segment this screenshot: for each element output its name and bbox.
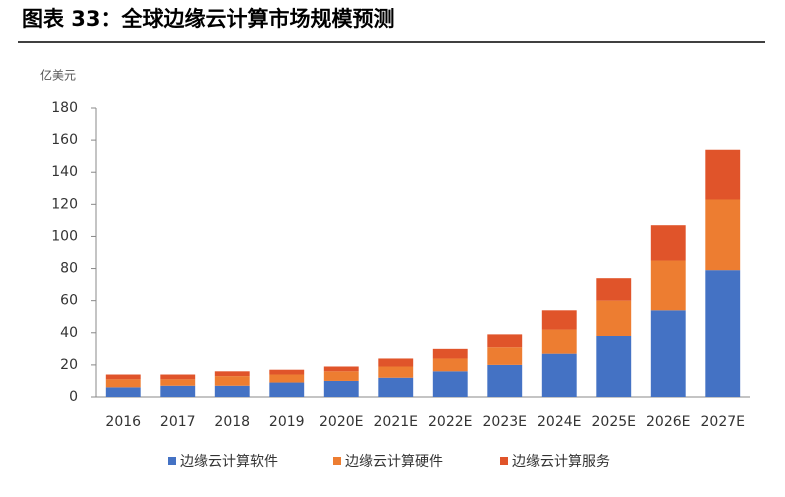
bar-segment — [650, 225, 686, 261]
x-tick-label: 2021E — [374, 414, 418, 430]
bar-segment — [214, 371, 250, 377]
bar-segment — [323, 366, 359, 372]
bar-segment — [541, 310, 577, 330]
y-tick-label: 140 — [51, 164, 78, 180]
bar-segment — [323, 371, 359, 381]
bar-segment — [705, 199, 741, 271]
y-tick-label: 40 — [60, 325, 78, 341]
legend-label: 边缘云计算硬件 — [345, 454, 443, 470]
bar-segment — [432, 358, 468, 372]
bar-segment — [214, 385, 250, 397]
x-tick-label: 2026E — [646, 414, 690, 430]
bar-segment — [378, 366, 414, 378]
bar-segment — [487, 364, 523, 397]
bar-segment — [160, 374, 196, 380]
x-tick-label: 2024E — [537, 414, 581, 430]
x-tick-label: 2023E — [483, 414, 527, 430]
legend-swatch — [168, 457, 176, 465]
bar-segment — [705, 270, 741, 397]
y-tick-label: 20 — [60, 357, 78, 373]
bar-segment — [105, 374, 141, 380]
bar-segment — [596, 300, 632, 336]
bar-segment — [432, 348, 468, 359]
y-tick-label: 0 — [69, 389, 78, 405]
y-tick-label: 120 — [51, 196, 78, 212]
bar-segment — [378, 377, 414, 397]
bar-segment — [487, 334, 523, 348]
bar-segment — [269, 374, 305, 383]
x-tick-label: 2018 — [214, 414, 250, 430]
x-tick-label: 2016 — [105, 414, 141, 430]
legend-swatch — [333, 457, 341, 465]
bar-segment — [541, 353, 577, 397]
legend-label: 边缘云计算软件 — [180, 454, 278, 470]
y-tick-label: 160 — [51, 132, 78, 148]
x-tick-label: 2027E — [701, 414, 745, 430]
legend-label: 边缘云计算服务 — [512, 454, 610, 470]
bar-segment — [160, 385, 196, 397]
bar-segment — [269, 382, 305, 397]
x-tick-label: 2019 — [269, 414, 305, 430]
bar-segment — [323, 380, 359, 397]
bar-segment — [269, 369, 305, 375]
x-tick-label: 2020E — [319, 414, 363, 430]
y-axis-label: 亿美元 — [40, 68, 76, 83]
bar-segment — [105, 387, 141, 397]
bar-segment — [705, 149, 741, 200]
y-tick-label: 100 — [51, 228, 78, 244]
bar-segment — [214, 376, 250, 386]
bar-segment — [105, 379, 141, 388]
x-tick-label: 2022E — [428, 414, 472, 430]
bar-segment — [487, 347, 523, 365]
bar-segment — [650, 310, 686, 397]
bar-segment — [432, 371, 468, 397]
x-tick-label: 2025E — [592, 414, 636, 430]
chart-title: 图表 33：全球边缘云计算市场规模预测 — [22, 7, 395, 31]
bar-segment — [650, 260, 686, 311]
legend-swatch — [500, 457, 508, 465]
x-tick-label: 2017 — [160, 414, 196, 430]
bar-segment — [596, 335, 632, 397]
bar-segment — [596, 278, 632, 301]
y-tick-label: 180 — [51, 100, 78, 116]
bar-segment — [160, 379, 196, 386]
y-tick-label: 80 — [60, 261, 78, 277]
y-tick-label: 60 — [60, 293, 78, 309]
bar-segment — [541, 329, 577, 354]
bar-segment — [378, 358, 414, 367]
